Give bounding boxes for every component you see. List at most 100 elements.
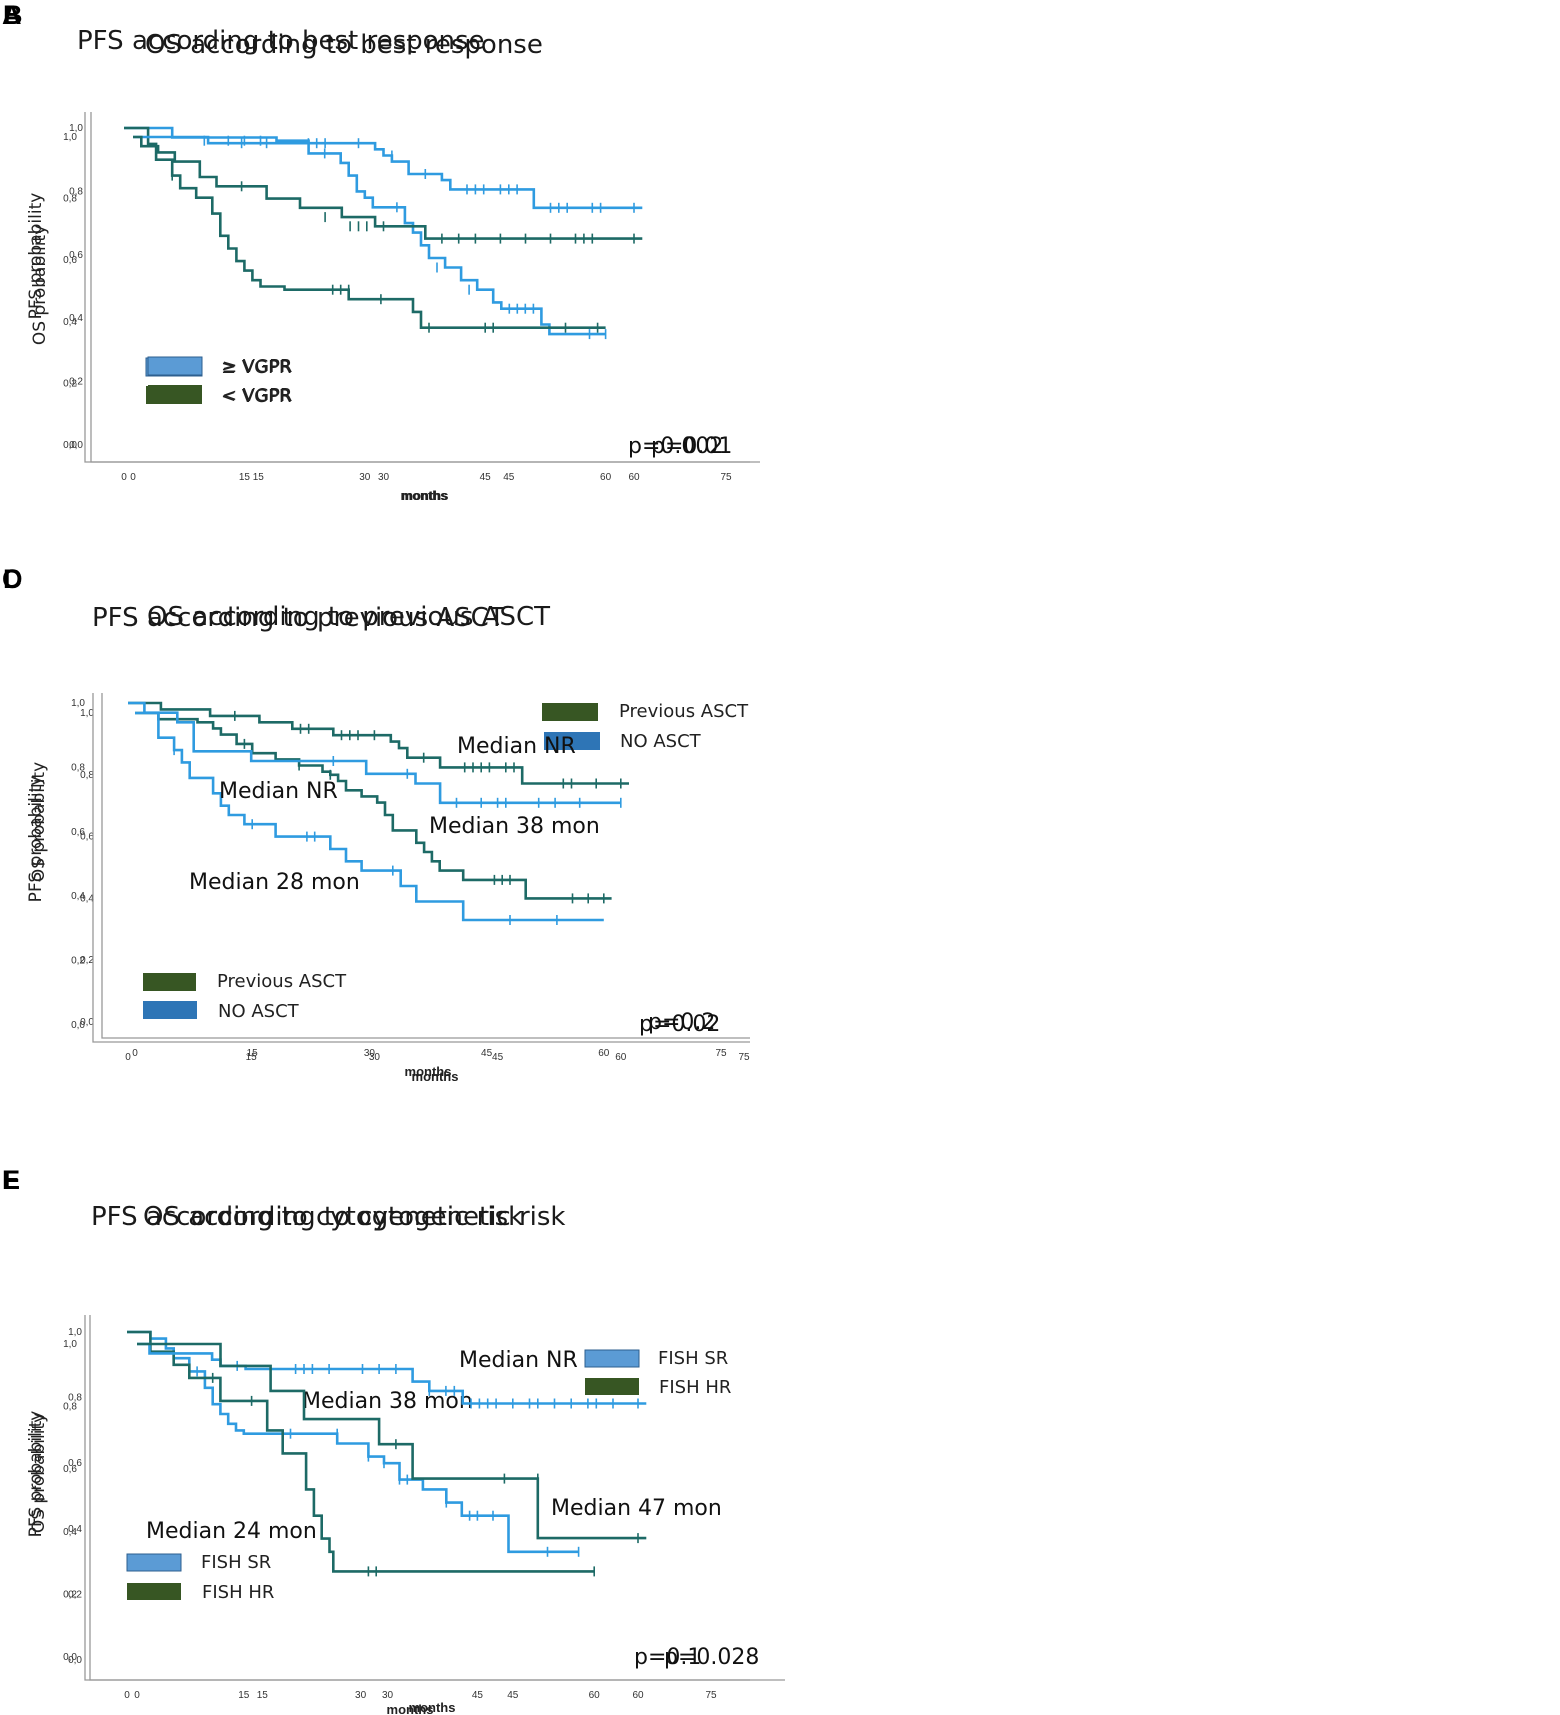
y-tick-label: 0,8: [71, 762, 85, 773]
x-tick-label: 75: [720, 472, 732, 483]
y-tick-label: 0,4: [63, 1527, 77, 1538]
y-tick-label: 0,4: [63, 317, 77, 328]
plot-area: 0,0 0,2 0,4 0,6 0,8 1,0 0 15 30 45 60 75: [80, 693, 750, 1059]
y-tick-label: 0,2: [69, 377, 83, 388]
legend-label: Previous ASCT: [619, 701, 749, 722]
legend-label: < VGPR: [222, 385, 292, 406]
y-tick-label: 0,6: [71, 827, 85, 838]
legend-swatch-previous-asct: [542, 703, 598, 721]
panel-c: C PFS according to previous ASCT PFS pro…: [0, 560, 780, 1100]
x-tick-label: 0: [124, 1690, 130, 1701]
panel-f: F OS according to cytogenetic risk OS pr…: [0, 1160, 780, 1715]
y-axis-label: PFS probability: [26, 776, 46, 903]
km-chart-f: F OS according to cytogenetic risk OS pr…: [3, 1165, 759, 1715]
x-tick-label: 60: [628, 472, 640, 483]
y-tick-label: 0,8: [63, 1402, 77, 1413]
legend-label: ≥ VGPR: [222, 356, 292, 377]
y-tick-label: 0,6: [68, 1458, 82, 1469]
legend-label: FISH HR: [202, 1582, 274, 1603]
p-value: p=0.1: [634, 1645, 701, 1670]
median-annotation: Median 47 mon: [551, 1496, 722, 1521]
legend-swatch-vgpr-high: [147, 356, 203, 376]
legend-swatch-vgpr-low: [148, 385, 202, 403]
x-axis-label: months: [409, 1700, 456, 1715]
panel-letter: A: [2, 0, 22, 30]
km-curve-a: [133, 135, 643, 210]
x-tick-label: 15: [253, 472, 265, 483]
x-tick-label: 30: [364, 1048, 376, 1059]
y-tick-label: 0,0: [80, 1017, 94, 1028]
x-axis-label: months: [387, 1702, 434, 1715]
p-value: p=0.01: [651, 434, 732, 459]
y-tick-label: 1,0: [63, 1339, 77, 1350]
median-annotation: Median 38 mon: [302, 1389, 473, 1414]
y-tick-label: 0,8: [80, 770, 94, 781]
x-tick-label: 0: [130, 472, 136, 483]
km-curve-a: [127, 1330, 579, 1554]
x-tick-label: 45: [472, 1690, 484, 1701]
x-tick-label: 0: [134, 1690, 140, 1701]
legend-swatch-fish-sr: [126, 1553, 182, 1572]
plot-area: 0,0 0,2 0,4 0,6 0,8 1,0 0 15 30 45 60: [63, 112, 750, 483]
y-tick-label: 1,0: [69, 123, 83, 134]
median-annotation: Median 38 mon: [429, 814, 600, 839]
legend-label: < VGPR: [221, 386, 291, 407]
y-tick-label: 0,4: [80, 893, 94, 904]
y-axis-label: OS probability: [29, 1413, 49, 1533]
y-axis-label: PFS probability: [26, 1411, 46, 1538]
chart-title: OS according to cytogenetic risk: [143, 1202, 566, 1232]
y-tick-label: 0,2: [68, 1589, 82, 1600]
panel-letter: B: [3, 0, 23, 30]
x-tick-label: 30: [369, 1052, 381, 1063]
median-annotation: Median NR: [219, 779, 338, 804]
km-chart-d: D OS according to previous ASCT OS proba…: [3, 564, 750, 1084]
x-tick-label: 45: [480, 472, 492, 483]
y-tick-label: 1,0: [63, 132, 77, 143]
legend-swatch-fish-sr: [584, 1349, 640, 1368]
x-tick-label: 60: [589, 1690, 601, 1701]
y-tick-label: 0,6: [63, 255, 77, 266]
legend-swatch-no-asct: [143, 1001, 197, 1019]
x-tick-label: 45: [503, 472, 515, 483]
median-annotation: Median 24 mon: [146, 1519, 317, 1544]
x-tick-label: 30: [359, 472, 371, 483]
x-tick-label: 60: [598, 1048, 610, 1059]
km-curve-b: [124, 126, 606, 329]
x-tick-label: 75: [738, 1052, 750, 1063]
y-tick-label: 0,8: [63, 194, 77, 205]
panel-letter: F: [3, 1165, 20, 1195]
y-tick-label: 0,6: [80, 832, 94, 843]
y-tick-label: 1,0: [71, 698, 85, 709]
p-value: p=0.002: [628, 434, 723, 459]
legend-swatch-fish-hr: [585, 1378, 639, 1395]
x-tick-label: 30: [382, 1690, 394, 1701]
median-annotation: Median 28 mon: [189, 870, 360, 895]
km-curve-a: [135, 711, 612, 900]
y-tick-label: 0,4: [71, 891, 85, 902]
x-tick-label: 15: [247, 1048, 259, 1059]
km-curve-b: [133, 135, 643, 240]
x-axis-label: months: [405, 1064, 452, 1079]
legend-swatch-previous-asct: [143, 973, 196, 991]
chart-title: OS according to best response: [145, 30, 543, 60]
y-axis-label: OS probability: [30, 225, 50, 345]
y-tick-label: 0,2: [71, 956, 85, 967]
p-value: p=0.028: [664, 1645, 759, 1670]
x-tick-label: 75: [705, 1690, 717, 1701]
km-chart-b: B OS according to best response OS proba…: [3, 0, 750, 503]
p-value: p=0.2: [648, 1010, 715, 1035]
x-tick-label: 0: [132, 1048, 138, 1059]
km-curve-b: [128, 701, 621, 805]
x-tick-label: 30: [378, 472, 390, 483]
x-tick-label: 0: [125, 1052, 131, 1063]
panel-letter: D: [3, 564, 23, 594]
y-tick-label: 1,0: [80, 708, 94, 719]
axes-frame: [92, 693, 750, 1043]
km-curve-b: [127, 1330, 595, 1573]
panel-d: D OS according to previous ASCT OS proba…: [0, 560, 780, 1100]
x-tick-label: 45: [481, 1048, 493, 1059]
axes-frame: [84, 112, 750, 463]
x-tick-label: 45: [492, 1052, 504, 1063]
x-tick-label: 60: [632, 1690, 644, 1701]
x-axis-label: months: [412, 1069, 459, 1084]
